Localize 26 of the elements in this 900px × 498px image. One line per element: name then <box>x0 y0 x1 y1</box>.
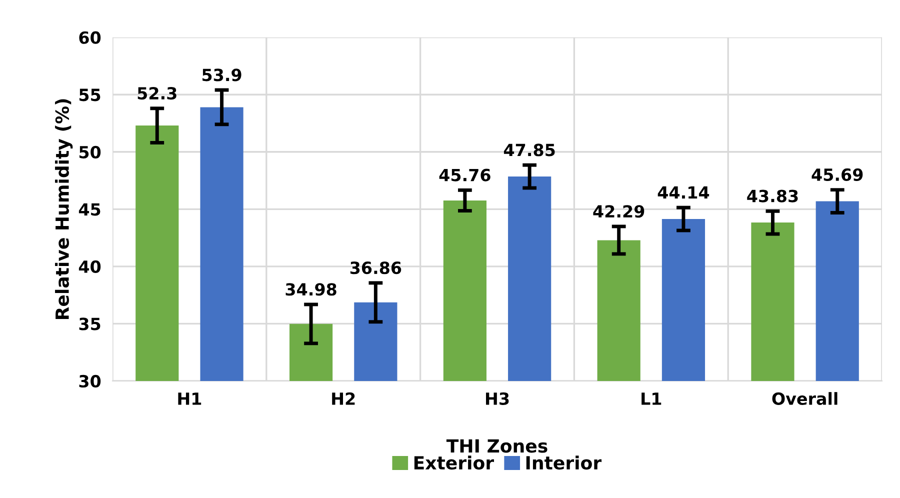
y-tick-label: 55 <box>79 88 100 102</box>
data-label: 52.3 <box>138 86 176 100</box>
data-label: 45.76 <box>439 168 490 182</box>
data-label: 42.29 <box>593 205 644 218</box>
data-label: 53.9 <box>202 68 242 82</box>
x-tick-label: H2 <box>332 392 355 405</box>
legend-label: Interior <box>526 456 602 470</box>
y-axis-title: Relative Humidity (%) <box>55 99 73 320</box>
y-tick-label: 60 <box>79 31 101 44</box>
y-tick-label: 45 <box>78 203 100 216</box>
data-label: 34.98 <box>286 283 336 296</box>
x-tick-label: L1 <box>642 392 662 405</box>
data-label: 44.14 <box>658 186 710 199</box>
x-tick-label: H3 <box>486 392 509 405</box>
data-label: 43.83 <box>747 190 798 202</box>
x-tick-label: Overall <box>772 392 838 405</box>
x-tick-label: H1 <box>178 392 202 405</box>
y-tick-label: 40 <box>78 260 101 273</box>
data-label: 36.86 <box>350 262 402 274</box>
x-axis-title: THI Zones <box>446 439 548 453</box>
data-label: 47.85 <box>504 144 555 156</box>
y-tick-label: 30 <box>79 374 101 388</box>
y-tick-label: 35 <box>79 318 100 330</box>
legend-label: Exterior <box>414 456 494 470</box>
data-label: 45.69 <box>812 168 863 182</box>
y-tick-label: 50 <box>79 146 101 158</box>
